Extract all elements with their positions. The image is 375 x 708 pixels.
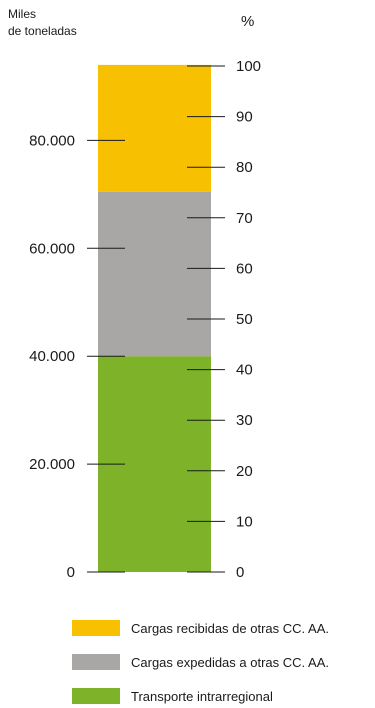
right-axis-label: %: [241, 13, 254, 30]
left-tick-label-2: 40.000: [29, 348, 75, 365]
bar-segment-3: [98, 64, 211, 192]
legend-swatch-1: [72, 620, 120, 636]
right-tick-label-0: 0: [236, 564, 244, 581]
right-tick-label-6: 60: [236, 260, 253, 277]
left-tick-label-1: 20.000: [29, 456, 75, 473]
left-axis-label-line-1: Miles: [8, 7, 36, 21]
right-tick-label-3: 30: [236, 412, 253, 429]
left-axis-label-line-2: de toneladas: [8, 24, 77, 38]
left-tick-label-3: 60.000: [29, 240, 75, 257]
bar-stack: [98, 64, 211, 572]
left-tick-label-0: 0: [67, 564, 75, 581]
legend-label-1: Cargas recibidas de otras CC. AA.: [131, 621, 329, 636]
legend-label-2: Cargas expedidas a otras CC. AA.: [131, 655, 329, 670]
legend-swatch-3: [72, 688, 120, 704]
legend-label-3: Transporte intrarregional: [131, 689, 273, 704]
bar-segment-2: [98, 191, 211, 357]
left-tick-label-4: 80.000: [29, 132, 75, 149]
right-tick-label-4: 40: [236, 362, 253, 379]
right-tick-label-8: 80: [236, 159, 253, 176]
right-tick-label-10: 100: [236, 58, 261, 75]
right-tick-label-7: 70: [236, 210, 253, 227]
right-axis: 0 10 20 30 40 50 60 70 80 90 100: [187, 58, 261, 581]
legend-swatch-2: [72, 654, 120, 670]
right-tick-label-5: 50: [236, 311, 253, 328]
left-axis: 0 20.000 40.000 60.000 80.000: [29, 132, 125, 581]
legend: Cargas recibidas de otras CC. AA. Cargas …: [72, 620, 329, 704]
right-tick-label-2: 20: [236, 463, 253, 480]
right-tick-label-9: 90: [236, 109, 253, 126]
right-tick-label-1: 10: [236, 513, 253, 530]
